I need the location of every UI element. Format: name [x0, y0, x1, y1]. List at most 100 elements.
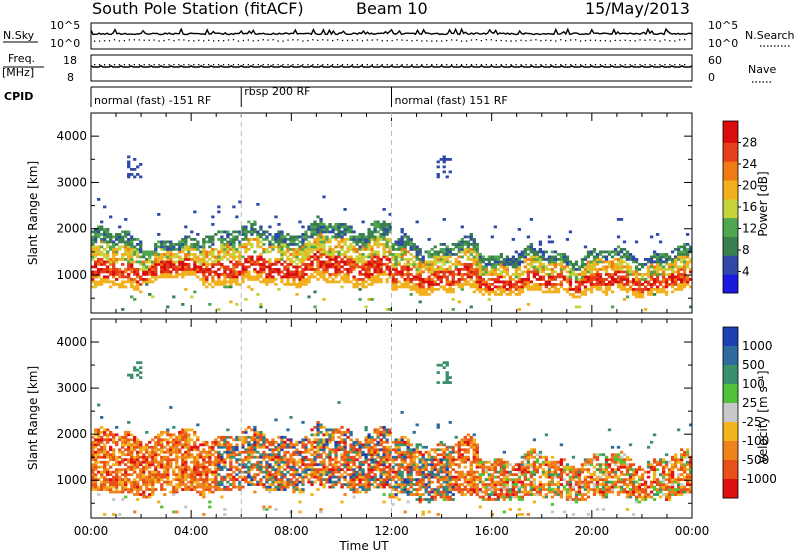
heatmap-cell — [280, 263, 283, 266]
heatmap-cell — [379, 236, 382, 239]
nsearch-point — [515, 40, 516, 41]
heatmap-cell — [133, 511, 136, 514]
nsearch-point — [630, 40, 631, 41]
heatmap-cell — [247, 466, 250, 469]
heatmap-cell — [262, 436, 265, 439]
heatmap-cell — [361, 263, 364, 266]
heatmap-cell — [274, 476, 277, 479]
nave-point — [213, 64, 214, 65]
heatmap-cell — [473, 283, 476, 286]
heatmap-cell — [253, 478, 256, 481]
heatmap-cell — [304, 463, 307, 466]
nave-point — [129, 64, 130, 65]
heatmap-cell — [479, 276, 482, 279]
heatmap-cell — [121, 438, 124, 441]
heatmap-cell — [202, 283, 205, 286]
heatmap-cell — [127, 256, 130, 259]
heatmap-cell — [256, 231, 259, 234]
heatmap-cell — [190, 468, 193, 471]
heatmap-cell — [256, 481, 259, 484]
heatmap-cell — [358, 283, 361, 286]
heatmap-cell — [331, 278, 334, 281]
heatmap-cell — [229, 478, 232, 481]
heatmap-cell — [238, 201, 241, 204]
heatmap-cell — [325, 238, 328, 241]
heatmap-cell — [163, 451, 166, 454]
heatmap-cell — [184, 243, 187, 246]
heatmap-cell — [178, 481, 181, 484]
heatmap-cell — [683, 248, 686, 251]
heatmap-cell — [226, 481, 229, 484]
heatmap-cell — [169, 466, 172, 469]
heatmap-cell — [638, 281, 641, 284]
heatmap-cell — [319, 253, 322, 256]
heatmap-cell — [527, 271, 530, 274]
heatmap-cell — [310, 483, 313, 486]
nsearch-point — [411, 40, 412, 41]
colorbar-swatch — [723, 212, 738, 215]
heatmap-cell — [265, 441, 268, 444]
heatmap-cell — [103, 248, 106, 251]
heatmap-cell — [509, 293, 512, 296]
nave-point — [620, 64, 621, 65]
heatmap-cell — [109, 481, 112, 484]
nsearch-point — [625, 40, 626, 41]
heatmap-cell — [431, 273, 434, 276]
nsearch-point — [436, 40, 437, 41]
heatmap-cell — [160, 263, 163, 266]
heatmap-cell — [178, 268, 181, 271]
heatmap-cell — [307, 228, 310, 231]
heatmap-cell — [190, 428, 193, 431]
heatmap-cell — [217, 251, 220, 254]
heatmap-cell — [271, 468, 274, 471]
heatmap-cell — [244, 298, 247, 301]
heatmap-cell — [304, 256, 307, 259]
heatmap-cell — [271, 458, 274, 461]
heatmap-cell — [587, 276, 590, 279]
heatmap-cell — [163, 471, 166, 474]
heatmap-cell — [112, 476, 115, 479]
heatmap-cell — [479, 261, 482, 264]
heatmap-cell — [376, 273, 379, 276]
heatmap-cell — [301, 441, 304, 444]
heatmap-cell — [578, 306, 581, 309]
heatmap-cell — [232, 456, 235, 459]
heatmap-cell — [331, 448, 334, 451]
heatmap-cell — [452, 276, 455, 279]
heatmap-cell — [467, 268, 470, 271]
heatmap-cell — [596, 271, 599, 274]
heatmap-cell — [482, 256, 485, 259]
heatmap-cell — [407, 261, 410, 264]
heatmap-cell — [298, 441, 301, 444]
heatmap-cell — [671, 271, 674, 274]
heatmap-cell — [142, 466, 145, 469]
heatmap-cell — [151, 456, 154, 459]
heatmap-cell — [370, 276, 373, 279]
heatmap-cell — [250, 476, 253, 479]
heatmap-cell — [602, 261, 605, 264]
heatmap-cell — [671, 266, 674, 269]
heatmap-cell — [268, 233, 271, 236]
heatmap-cell — [160, 473, 163, 476]
heatmap-cell — [139, 468, 142, 471]
heatmap-cell — [656, 288, 659, 291]
heatmap-cell — [109, 286, 112, 289]
heatmap-cell — [121, 441, 124, 444]
heatmap-cell — [584, 276, 587, 279]
heatmap-cell — [461, 256, 464, 259]
heatmap-cell — [175, 451, 178, 454]
heatmap-cell — [355, 483, 358, 486]
heatmap-cell — [385, 228, 388, 231]
heatmap-cell — [247, 481, 250, 484]
heatmap-cell — [247, 436, 250, 439]
heatmap-cell — [211, 248, 214, 251]
heatmap-cell — [193, 248, 196, 251]
heatmap-cell — [349, 258, 352, 261]
heatmap-cell — [181, 303, 184, 306]
heatmap-cell — [145, 496, 148, 499]
heatmap-cell — [385, 246, 388, 249]
heatmap-cell — [223, 438, 226, 441]
heatmap-cell — [139, 463, 142, 466]
heatmap-cell — [545, 258, 548, 261]
heatmap-cell — [410, 248, 413, 251]
